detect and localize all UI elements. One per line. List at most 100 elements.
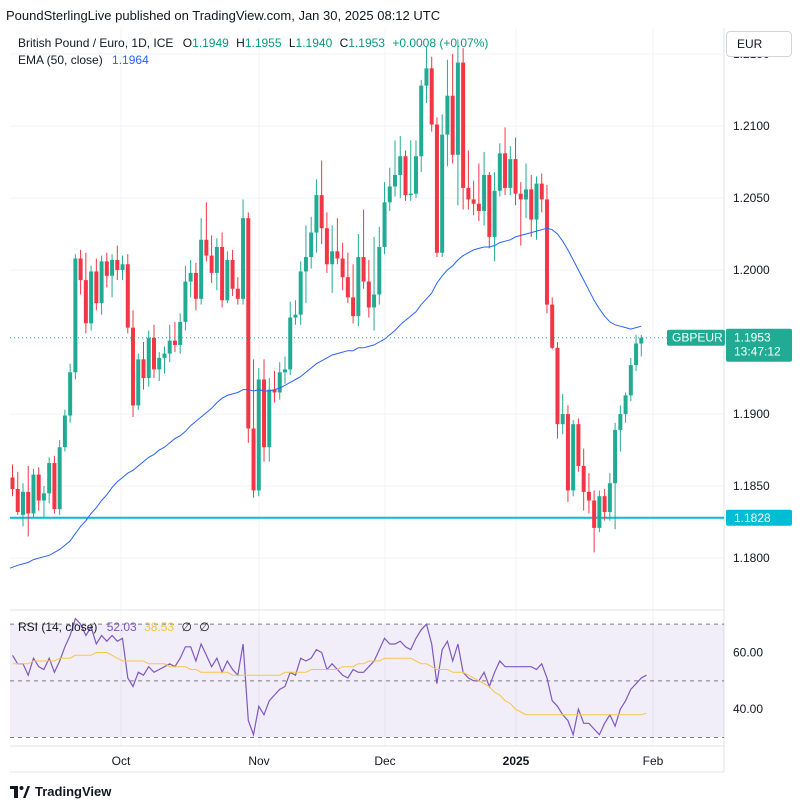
candle-body [162,353,167,358]
candle-body [293,314,298,318]
candle-body [314,195,319,233]
candle-body [408,193,413,196]
candle-body [398,156,403,175]
candle-body [47,463,52,494]
candle-body [560,414,565,425]
price-tick-label: 1.2050 [733,191,770,205]
attribution: PoundSterlingLive published on TradingVi… [6,8,441,23]
candle-body [73,258,78,373]
candle-body [256,379,261,491]
candle-body [445,95,450,135]
candle-body [419,85,424,157]
candle-body [335,251,340,259]
candle-body [68,372,73,416]
candle-body [26,491,31,514]
candle-body [534,183,539,220]
rsi-ma-line [12,652,647,716]
candle-body [372,294,377,308]
rsi-label: RSI (14, close) [18,620,98,634]
candle-body [487,174,492,237]
candle-body [324,228,329,265]
candle-body [618,414,623,430]
rsi-tick-label: 40.00 [733,702,763,716]
candle-body [31,474,36,514]
rsi-legend[interactable]: RSI (14, close) 52.03 38.53 ∅ ∅ [18,620,210,634]
candles [10,39,644,553]
candle-body [151,337,156,370]
rsi-tick-label: 60.00 [733,646,763,660]
candle-body [230,259,235,289]
candle-body [356,257,361,317]
time-tick-label: Dec [374,754,395,768]
candle-body [544,199,549,305]
high-value: 1.1955 [244,36,282,50]
candle-body [188,272,193,282]
candle-body [623,395,628,415]
candle-body [571,424,576,491]
candle-body [89,271,94,324]
candle-body [288,317,293,370]
open-label: O [182,36,193,50]
candle-body [57,447,62,510]
rsi-band-lines [10,623,724,738]
candle-body [99,261,104,304]
candle-body [351,297,356,317]
candle-body [225,259,230,301]
candle-body [471,199,476,204]
close-value: 1.1953 [348,36,385,50]
change-value: +0.0008 (+0.07%) [392,36,489,50]
candle-body [492,190,497,237]
last-price-text: 1.1953 [734,331,771,345]
low-value: 1.1940 [295,36,333,50]
candle-body [15,488,20,513]
rsi-empty-2: ∅ [199,620,210,634]
candle-body [125,264,130,328]
candle-body [518,193,523,200]
candle-body [482,174,487,211]
currency-button[interactable]: EUR [726,31,792,57]
candle-body [513,159,518,194]
candle-body [377,246,382,295]
candle-body [141,359,146,379]
candle-body [267,389,272,448]
rsi-value: 52.03 [106,620,137,634]
high-label: H [236,36,245,50]
candle-body [199,239,204,299]
candle-body [303,257,308,272]
candle-body [429,68,434,125]
ohlc-legend: British Pound / Euro, 1D, ICE O1.1949 H1… [18,36,488,50]
time-tick-label: Feb [643,754,664,768]
candle-body [607,483,612,513]
candle-body [424,68,429,86]
candle-body [319,195,324,229]
candle-body [94,271,99,304]
symbol-label: British Pound / Euro, 1D, ICE [18,36,174,50]
candle-body [602,496,607,513]
candle-body [434,124,439,253]
rsi-line [11,617,647,737]
candle-body [586,491,591,501]
candle-body [241,218,246,299]
tradingview-footer[interactable]: TradingView [10,784,111,799]
candle-body [330,251,335,265]
price-tick-label: 1.1850 [733,479,770,493]
candle-body [136,359,141,406]
ema-legend[interactable]: EMA (50, close) 1.1964 [18,53,149,67]
candle-body [639,337,644,344]
candle-body [52,463,57,510]
candle-body [172,340,177,345]
candle-body [183,281,188,322]
candle-body [413,156,418,194]
candle-body [476,203,481,211]
symbol-tag [667,329,725,346]
price-tick-label: 1.1800 [733,551,770,565]
candle-body [167,340,172,354]
candle-body [209,255,214,273]
price-tick-label: 1.1900 [733,407,770,421]
candle-body [576,424,581,466]
tradingview-logo-icon [10,785,30,798]
candle-body [282,369,287,373]
candle-body [277,372,282,393]
